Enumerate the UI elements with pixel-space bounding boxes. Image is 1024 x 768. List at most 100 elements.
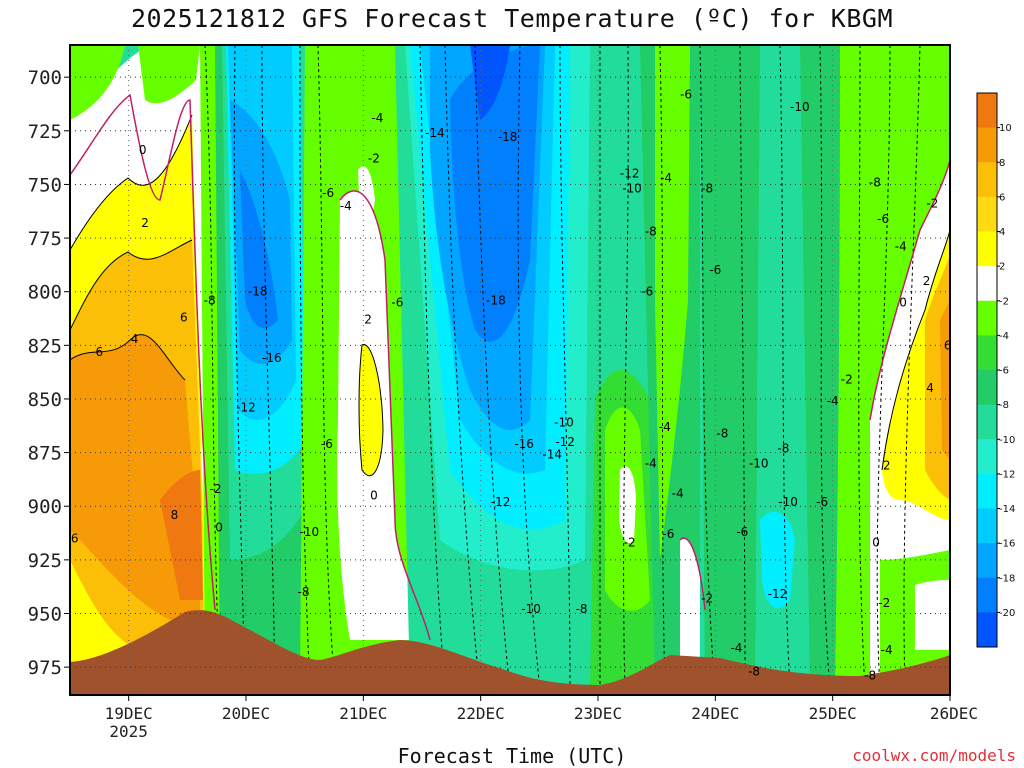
contour-label: 6: [180, 310, 188, 324]
colorbar-tick-label: 2: [999, 262, 1005, 273]
contour-lines-dashed: [204, 45, 921, 691]
x-tick-label: 19DEC: [105, 704, 153, 723]
colorbar-swatch: [977, 162, 997, 198]
colorbar-swatch: [977, 508, 997, 544]
colorbar-swatch: [977, 335, 997, 371]
contour-label: -10: [622, 182, 642, 196]
contour-label: -10: [521, 602, 541, 616]
contour-label: -12: [236, 401, 256, 415]
contour-label: -2: [926, 197, 938, 211]
contour-label: -12: [768, 587, 788, 601]
region-green-top-west-2: [138, 45, 200, 104]
x-tick-label: 26DEC: [930, 704, 978, 723]
contour-label: -6: [709, 263, 721, 277]
y-tick-label: 925: [28, 550, 62, 572]
colorbar-tick-label: 8: [999, 158, 1005, 169]
contour-label: -6: [816, 495, 828, 509]
contour-label: -6: [391, 295, 403, 309]
contour-label: 6: [71, 531, 79, 545]
colorbar-tick-label: -20: [999, 608, 1015, 619]
contour-label: -2: [210, 482, 222, 496]
contour-label: 6: [96, 345, 104, 359]
colorbar-tick-label: -2: [999, 296, 1009, 307]
contour-label: -10: [778, 495, 798, 509]
contour-label: 0: [370, 488, 378, 502]
y-axis: 700 725 750 775 800 825 850 875 900 925 950 975: [28, 67, 70, 679]
contour-label: -2: [624, 536, 636, 550]
region-deep-orange-warm-west: [70, 334, 200, 620]
contour-label: -8: [701, 182, 713, 196]
colorbar: 10 8 6 4 2 -2 -4 -6 -8 -10 -12 -14 -16 -18 -20: [976, 92, 1015, 648]
colorbar-tick-label: -18: [999, 573, 1015, 584]
y-tick-label: 950: [28, 603, 62, 625]
contour-label: -4: [827, 394, 839, 408]
contour-label: -18: [248, 285, 268, 299]
y-tick-label: 750: [28, 174, 62, 196]
contour-label: -8: [204, 293, 216, 307]
colorbar-tick-label: -8: [999, 400, 1009, 411]
contour-label: 0: [139, 143, 147, 157]
region-hot-core-west: [160, 470, 203, 600]
contour-label: -2: [368, 152, 380, 166]
contour-label: -2: [701, 591, 713, 605]
x-tick-label: 21DEC: [339, 704, 387, 723]
x-tick-label: 23DEC: [574, 704, 622, 723]
contour-label: 2: [364, 313, 372, 327]
region-white-23dec: [619, 466, 636, 543]
colorbar-tick-label: -16: [999, 539, 1015, 550]
colorbar-swatch: [977, 577, 997, 613]
x-tick-label: 22DEC: [457, 704, 505, 723]
colorbar-swatch: [977, 266, 997, 302]
colorbar-tick-label: -14: [999, 504, 1015, 515]
contour-label: -6: [321, 437, 333, 451]
colorbar-swatch: [977, 231, 997, 267]
contour-label: -6: [877, 212, 889, 226]
contour-label: -18: [486, 293, 506, 307]
y-tick-label: 875: [28, 443, 62, 465]
contour-label: -6: [641, 285, 653, 299]
x-axis-label: Forecast Time (UTC): [397, 744, 627, 768]
source-credit[interactable]: coolwx.com/models: [852, 746, 1016, 765]
x-tick-label: 25DEC: [809, 704, 857, 723]
contour-label: -4: [895, 240, 907, 254]
contour-label: -18: [498, 130, 518, 144]
region-deeporange-26dec: [940, 300, 950, 460]
contour-label: -4: [659, 420, 671, 434]
contour-lines-solid: [70, 114, 950, 477]
contour-label: -12: [491, 495, 511, 509]
contour-label: -8: [748, 664, 760, 678]
contour-label: -2: [878, 596, 890, 610]
region-white-26dec-low: [915, 580, 950, 650]
contour-label: -10: [300, 525, 320, 539]
region-deepblue-22dec: [450, 45, 540, 342]
contour-label: -16: [514, 437, 534, 451]
colorbar-swatch: [977, 439, 997, 475]
region-green-top-west: [70, 45, 125, 120]
y-tick-label: 900: [28, 496, 62, 518]
contour-label: -14: [542, 448, 562, 462]
region-lime-23dec-strip: [655, 45, 690, 560]
y-tick-label: 700: [28, 67, 62, 89]
contour-label: -8: [576, 602, 588, 616]
plot-area: 0 2 4 6 6 8 6 -8 -2 0 -18 -16 -12 -10 -8 -6 -4 -4 -2 2 -6 0 -6…: [70, 45, 952, 695]
contour-label: -4: [730, 641, 742, 655]
contour-label: 6: [944, 338, 952, 352]
contour-label: 0: [215, 521, 223, 535]
region-deepestblue-22dec: [470, 45, 510, 120]
contour-label: -4: [371, 111, 383, 125]
contour-label: 4: [926, 381, 934, 395]
colorbar-swatch: [977, 93, 997, 129]
y-tick-label: 825: [28, 335, 62, 357]
region-lightgreen-24dec: [700, 45, 760, 690]
colorbar-swatch: [977, 612, 997, 648]
freezing-line-contour: [70, 93, 950, 641]
contour-label: 2: [923, 274, 931, 288]
colorbar-swatch: [977, 127, 997, 163]
colorbar-tick-label: -12: [999, 469, 1015, 480]
plot-frame: [69, 44, 951, 696]
contour-label: 8: [171, 508, 179, 522]
colorbar-swatch: [977, 300, 997, 336]
contour-label: 0: [872, 536, 880, 550]
colorbar-swatch: [977, 196, 997, 232]
